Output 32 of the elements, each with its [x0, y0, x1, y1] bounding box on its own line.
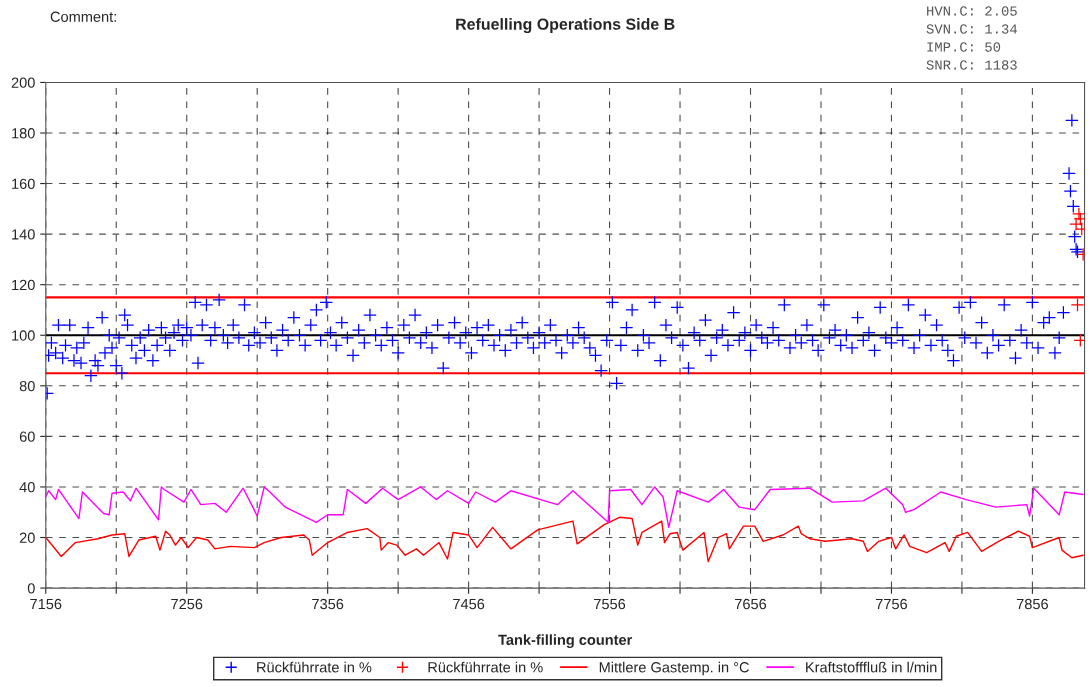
legend-label: Rückführrate in % [257, 661, 372, 673]
x-tick-label: 7256 [171, 598, 203, 610]
y-tick-label: 120 [12, 279, 35, 291]
x-tick-label: 7556 [594, 598, 626, 610]
y-tick-label: 80 [19, 380, 35, 392]
legend-label: Kraftstofffluß in l/min [806, 661, 937, 673]
x-axis-title: Tank-filling counter [498, 634, 633, 648]
line-series [45, 486, 1084, 529]
x-tick-label: 7756 [875, 598, 908, 610]
x-tick-label: 7156 [30, 598, 62, 610]
y-tick-label: 0 [27, 583, 35, 594]
text: SNR.C: 1183 [926, 60, 1017, 70]
legend-label: Mittlere Gastemp. in °C [599, 661, 749, 676]
x-tick-label: 7656 [735, 598, 767, 610]
line-series [45, 516, 1084, 563]
y-tick-label: 20 [19, 532, 35, 543]
x-tick-label: 7856 [1016, 598, 1048, 610]
x-tick-label: 7456 [453, 598, 485, 610]
y-tick-label: 60 [19, 431, 35, 442]
text: Comment: [50, 11, 116, 22]
y-tick-label: 160 [12, 178, 35, 189]
y-tick-label: 100 [12, 330, 35, 341]
y-tick-label: 40 [19, 482, 35, 493]
y-tick-label: 180 [12, 128, 35, 139]
chart-title: Refuelling Operations Side B [456, 18, 675, 34]
text: SVN.C: 1.34 [926, 24, 1017, 34]
y-tick-label: 200 [11, 77, 35, 88]
x-tick-label: 7356 [312, 598, 344, 610]
y-tick-label: 140 [12, 229, 35, 240]
text: HVN.C: 2.05 [927, 6, 1017, 16]
text: IMP.C: 50 [927, 42, 1001, 52]
legend-label: Rückführrate in % [428, 661, 543, 673]
